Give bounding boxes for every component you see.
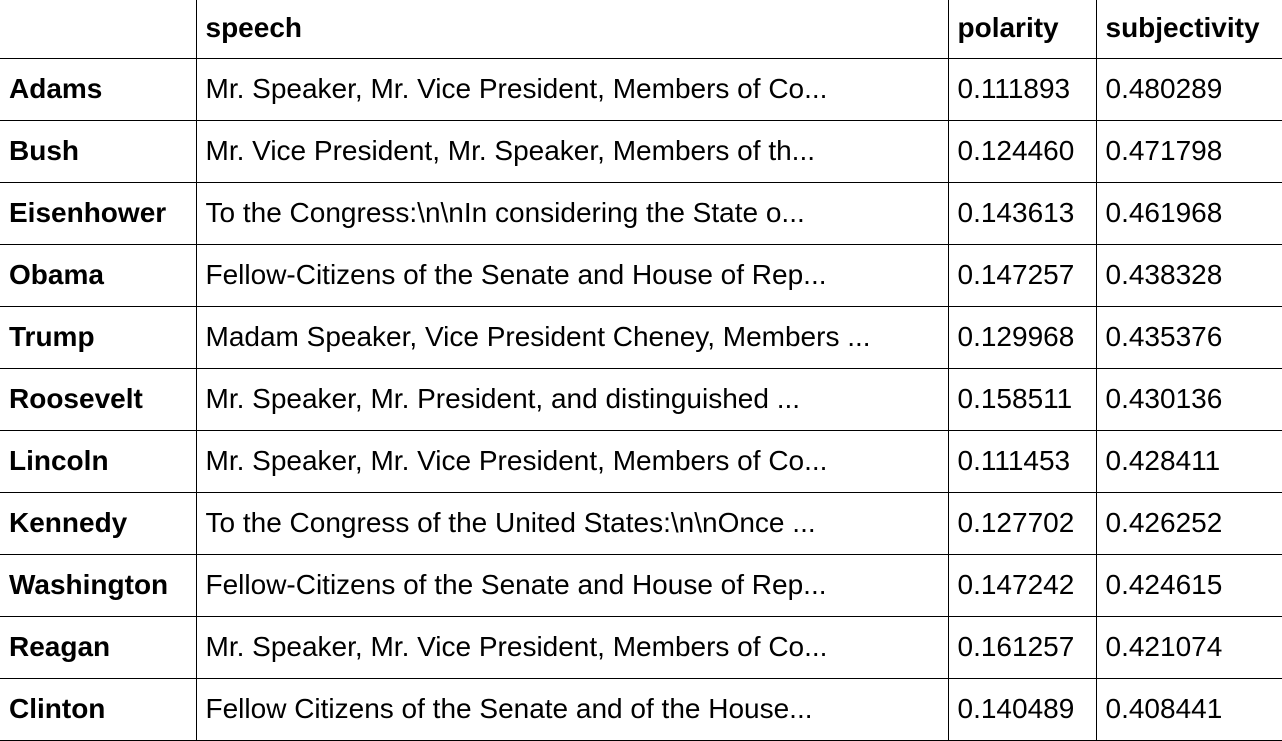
row-label: Bush: [0, 119, 197, 183]
index-header: [0, 0, 197, 59]
header-row: speech polarity subjectivity: [0, 0, 1282, 59]
polarity-header: polarity: [947, 0, 1097, 59]
subjectivity-cell: 0.471798: [1095, 119, 1282, 183]
subjectivity-cell: 0.435376: [1095, 305, 1282, 369]
polarity-cell: 0.127702: [947, 491, 1097, 555]
table-row: Roosevelt Mr. Speaker, Mr. President, an…: [0, 367, 1282, 431]
subjectivity-cell: 0.408441: [1095, 677, 1282, 741]
table-row: Lincoln Mr. Speaker, Mr. Vice President,…: [0, 429, 1282, 493]
table-row: Clinton Fellow Citizens of the Senate an…: [0, 677, 1282, 741]
speech-cell: To the Congress of the United States:\n\…: [195, 491, 949, 555]
row-label: Roosevelt: [0, 367, 197, 431]
row-label: Lincoln: [0, 429, 197, 493]
subjectivity-cell: 0.424615: [1095, 553, 1282, 617]
table-row: Kennedy To the Congress of the United St…: [0, 491, 1282, 555]
row-label: Reagan: [0, 615, 197, 679]
polarity-cell: 0.111453: [947, 429, 1097, 493]
polarity-cell: 0.111893: [947, 58, 1097, 121]
speech-cell: Mr. Speaker, Mr. President, and distingu…: [195, 367, 949, 431]
speech-cell: Fellow Citizens of the Senate and of the…: [195, 677, 949, 741]
subjectivity-cell: 0.421074: [1095, 615, 1282, 679]
speech-cell: Fellow-Citizens of the Senate and House …: [195, 243, 949, 307]
polarity-cell: 0.129968: [947, 305, 1097, 369]
polarity-cell: 0.161257: [947, 615, 1097, 679]
polarity-cell: 0.140489: [947, 677, 1097, 741]
speech-cell: Madam Speaker, Vice President Cheney, Me…: [195, 305, 949, 369]
table-row: Washington Fellow-Citizens of the Senate…: [0, 553, 1282, 617]
polarity-cell: 0.158511: [947, 367, 1097, 431]
speech-header: speech: [195, 0, 949, 59]
speech-cell: Fellow-Citizens of the Senate and House …: [195, 553, 949, 617]
subjectivity-cell: 0.480289: [1095, 58, 1282, 121]
polarity-cell: 0.143613: [947, 181, 1097, 245]
polarity-cell: 0.124460: [947, 119, 1097, 183]
row-label: Eisenhower: [0, 181, 197, 245]
subjectivity-cell: 0.438328: [1095, 243, 1282, 307]
row-label: Trump: [0, 305, 197, 369]
table-row: Obama Fellow-Citizens of the Senate and …: [0, 243, 1282, 307]
row-label: Obama: [0, 243, 197, 307]
row-label: Clinton: [0, 677, 197, 741]
subjectivity-header: subjectivity: [1095, 0, 1282, 59]
speech-cell: Mr. Speaker, Mr. Vice President, Members…: [195, 58, 949, 121]
polarity-cell: 0.147242: [947, 553, 1097, 617]
speech-cell: Mr. Speaker, Mr. Vice President, Members…: [195, 615, 949, 679]
row-label: Adams: [0, 58, 197, 121]
table-row: Bush Mr. Vice President, Mr. Speaker, Me…: [0, 119, 1282, 183]
polarity-cell: 0.147257: [947, 243, 1097, 307]
table-row: Reagan Mr. Speaker, Mr. Vice President, …: [0, 615, 1282, 679]
subjectivity-cell: 0.426252: [1095, 491, 1282, 555]
table-row: Adams Mr. Speaker, Mr. Vice President, M…: [0, 58, 1282, 121]
speech-cell: Mr. Speaker, Mr. Vice President, Members…: [195, 429, 949, 493]
table-row: Eisenhower To the Congress:\n\nIn consid…: [0, 181, 1282, 245]
subjectivity-cell: 0.430136: [1095, 367, 1282, 431]
row-label: Kennedy: [0, 491, 197, 555]
subjectivity-cell: 0.428411: [1095, 429, 1282, 493]
subjectivity-cell: 0.461968: [1095, 181, 1282, 245]
speech-cell: To the Congress:\n\nIn considering the S…: [195, 181, 949, 245]
speech-cell: Mr. Vice President, Mr. Speaker, Members…: [195, 119, 949, 183]
row-label: Washington: [0, 553, 197, 617]
table-row: Trump Madam Speaker, Vice President Chen…: [0, 305, 1282, 369]
